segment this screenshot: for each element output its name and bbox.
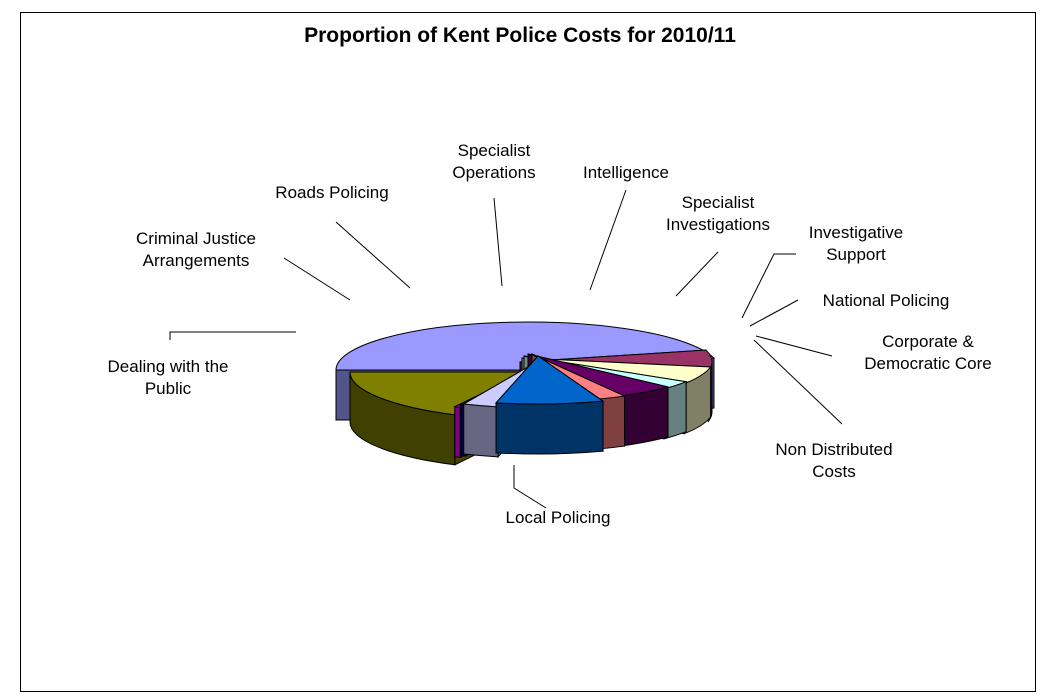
slice-label: National Policing — [823, 291, 950, 310]
leader-line — [753, 339, 843, 425]
slice-label-line: Operations — [452, 163, 535, 182]
slice-label-line: Arrangements — [143, 251, 250, 270]
leader-line — [513, 465, 547, 509]
leader-line — [283, 257, 351, 301]
slice-label-line: Investigations — [666, 215, 770, 234]
slice-label: Roads Policing — [275, 183, 388, 202]
slice-label: Intelligence — [583, 163, 669, 182]
pie-chart: Local Policing Dealing with the Public Crim… — [108, 141, 992, 527]
slice-label-line: Local Policing — [506, 508, 611, 527]
pie-slice-side — [495, 400, 604, 455]
leader-line — [741, 253, 796, 319]
slice-labels: Local Policing Dealing with the Public Crim… — [108, 141, 992, 527]
slice-label-line: Non Distributed — [775, 440, 892, 459]
slice-label: Investigative Support — [809, 223, 904, 264]
leader-line — [749, 299, 799, 327]
leader-line — [589, 189, 627, 291]
pie-slice — [495, 354, 605, 455]
pie-slice-side — [463, 403, 499, 458]
pie-slice-side — [454, 406, 461, 458]
slice-label-line: Specialist — [682, 193, 755, 212]
pie-slice-top — [349, 371, 543, 416]
slice-label-line: Public — [145, 379, 192, 398]
slice-label-line: Intelligence — [583, 163, 669, 182]
slice-label-line: Criminal Justice — [136, 229, 256, 248]
slice-label: Corporate & Democratic Core — [864, 332, 992, 373]
slice-label-line: National Policing — [823, 291, 950, 310]
leader-line — [169, 331, 296, 340]
slice-label-line: Investigative — [809, 223, 904, 242]
leader-line — [493, 197, 503, 287]
slice-label: Specialist Operations — [452, 141, 535, 182]
leader-line — [755, 335, 833, 357]
pie-slice-top — [495, 355, 605, 405]
slice-label: Criminal Justice Arrangements — [136, 229, 256, 270]
slice-label: Non Distributed Costs — [775, 440, 892, 481]
chart-title: Proportion of Kent Police Costs for 2010… — [304, 24, 736, 47]
slice-label-line: Support — [826, 245, 886, 264]
slice-label: Dealing with the Public — [108, 357, 229, 398]
slice-label-line: Roads Policing — [275, 183, 388, 202]
pie-slice-side — [619, 386, 669, 447]
pie-slices — [335, 321, 716, 466]
slice-label-line: Democratic Core — [864, 354, 992, 373]
slice-label-line: Costs — [812, 462, 855, 481]
slice-label: Local Policing — [506, 508, 611, 527]
leader-line — [335, 221, 411, 289]
slice-label-line: Dealing with the — [108, 357, 229, 376]
leader-line — [675, 251, 719, 297]
slice-label-line: Corporate & — [882, 332, 974, 351]
slice-label-line: Specialist — [458, 141, 531, 160]
slice-label: Specialist Investigations — [666, 193, 770, 234]
